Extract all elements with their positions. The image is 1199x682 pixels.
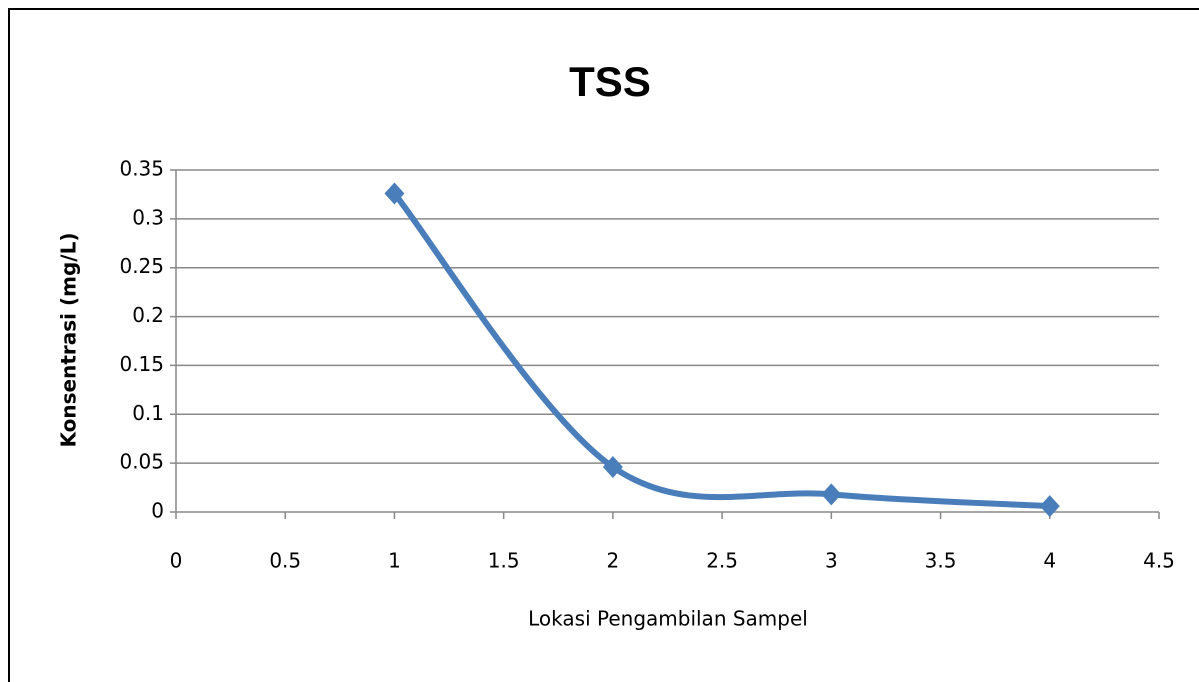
marker xyxy=(384,182,405,205)
x-axis-label: Lokasi Pengambilan Sampel xyxy=(528,607,808,631)
series-line xyxy=(391,190,1053,510)
y-tick-label: 0.15 xyxy=(119,352,164,376)
y-tick-label: 0.05 xyxy=(119,450,164,474)
marker xyxy=(602,456,623,479)
y-tick-label: 0.35 xyxy=(119,157,164,181)
x-tick-label: 2.5 xyxy=(706,549,738,573)
x-tick-label: 3.5 xyxy=(925,549,957,573)
y-tick-label: 0 xyxy=(151,499,164,523)
x-tick-label: 3 xyxy=(825,549,838,573)
marker xyxy=(821,483,842,506)
chart-title: TSS xyxy=(569,58,651,105)
y-tick-label: 0.3 xyxy=(132,205,164,229)
y-tick-label: 0.2 xyxy=(132,303,164,327)
x-tick-label: 2 xyxy=(607,549,620,573)
x-tick-label: 1.5 xyxy=(488,549,520,573)
y-axis-label: Konsentrasi (mg/L) xyxy=(57,233,81,448)
x-tick-label: 1 xyxy=(388,549,401,573)
x-tick-label: 0 xyxy=(170,549,183,573)
x-tick-label: 4 xyxy=(1043,549,1056,573)
chart-frame xyxy=(8,8,1199,682)
y-tick-label: 0.1 xyxy=(132,401,164,425)
x-tick-label: 0.5 xyxy=(269,549,301,573)
x-tick-label: 4.5 xyxy=(1143,549,1175,573)
y-tick-label: 0.25 xyxy=(119,254,164,278)
marker xyxy=(1039,495,1060,518)
